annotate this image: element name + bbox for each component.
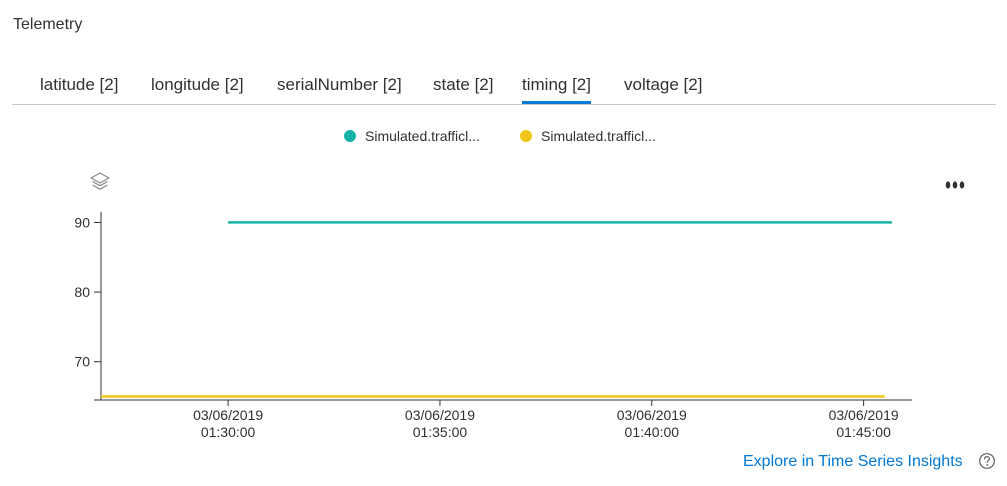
y-tick-label: 80 <box>74 284 90 300</box>
legend-label-series-1: Simulated.trafficl... <box>365 128 480 144</box>
x-tick-time-label: 01:30:00 <box>201 424 256 440</box>
y-tick-label: 70 <box>74 354 90 370</box>
legend-item-series-1[interactable]: Simulated.trafficl... <box>344 126 480 146</box>
y-tick-label: 90 <box>74 214 90 230</box>
tab-longitude[interactable]: longitude [2] <box>151 75 244 94</box>
x-tick-date-label: 03/06/2019 <box>617 407 687 423</box>
legend-item-series-2[interactable]: Simulated.trafficl... <box>520 126 656 146</box>
x-tick-date-label: 03/06/2019 <box>193 407 263 423</box>
tab-state[interactable]: state [2] <box>433 75 494 94</box>
layers-icon[interactable] <box>88 170 112 194</box>
help-circle-icon[interactable] <box>978 452 996 470</box>
explore-time-series-insights-link[interactable]: Explore in Time Series Insights <box>743 453 963 470</box>
tab-serial-number[interactable]: serialNumber [2] <box>277 75 402 94</box>
tab-voltage[interactable]: voltage [2] <box>624 75 703 94</box>
x-tick-date-label: 03/06/2019 <box>405 407 475 423</box>
x-tick-date-label: 03/06/2019 <box>829 407 899 423</box>
x-tick-time-label: 01:35:00 <box>413 424 468 440</box>
legend-label-series-2: Simulated.trafficl... <box>541 128 656 144</box>
x-tick-time-label: 01:45:00 <box>836 424 891 440</box>
tab-latitude[interactable]: latitude [2] <box>40 75 119 94</box>
x-tick-time-label: 01:40:00 <box>625 424 680 440</box>
series-2-color-dot <box>520 130 532 142</box>
series-1-color-dot <box>344 130 356 142</box>
telemetry-tabs: latitude [2] longitude [2] serialNumber … <box>12 73 996 105</box>
panel-title: Telemetry <box>13 16 83 33</box>
tab-timing[interactable]: timing [2] <box>522 75 591 104</box>
more-options-icon[interactable] <box>944 178 966 192</box>
